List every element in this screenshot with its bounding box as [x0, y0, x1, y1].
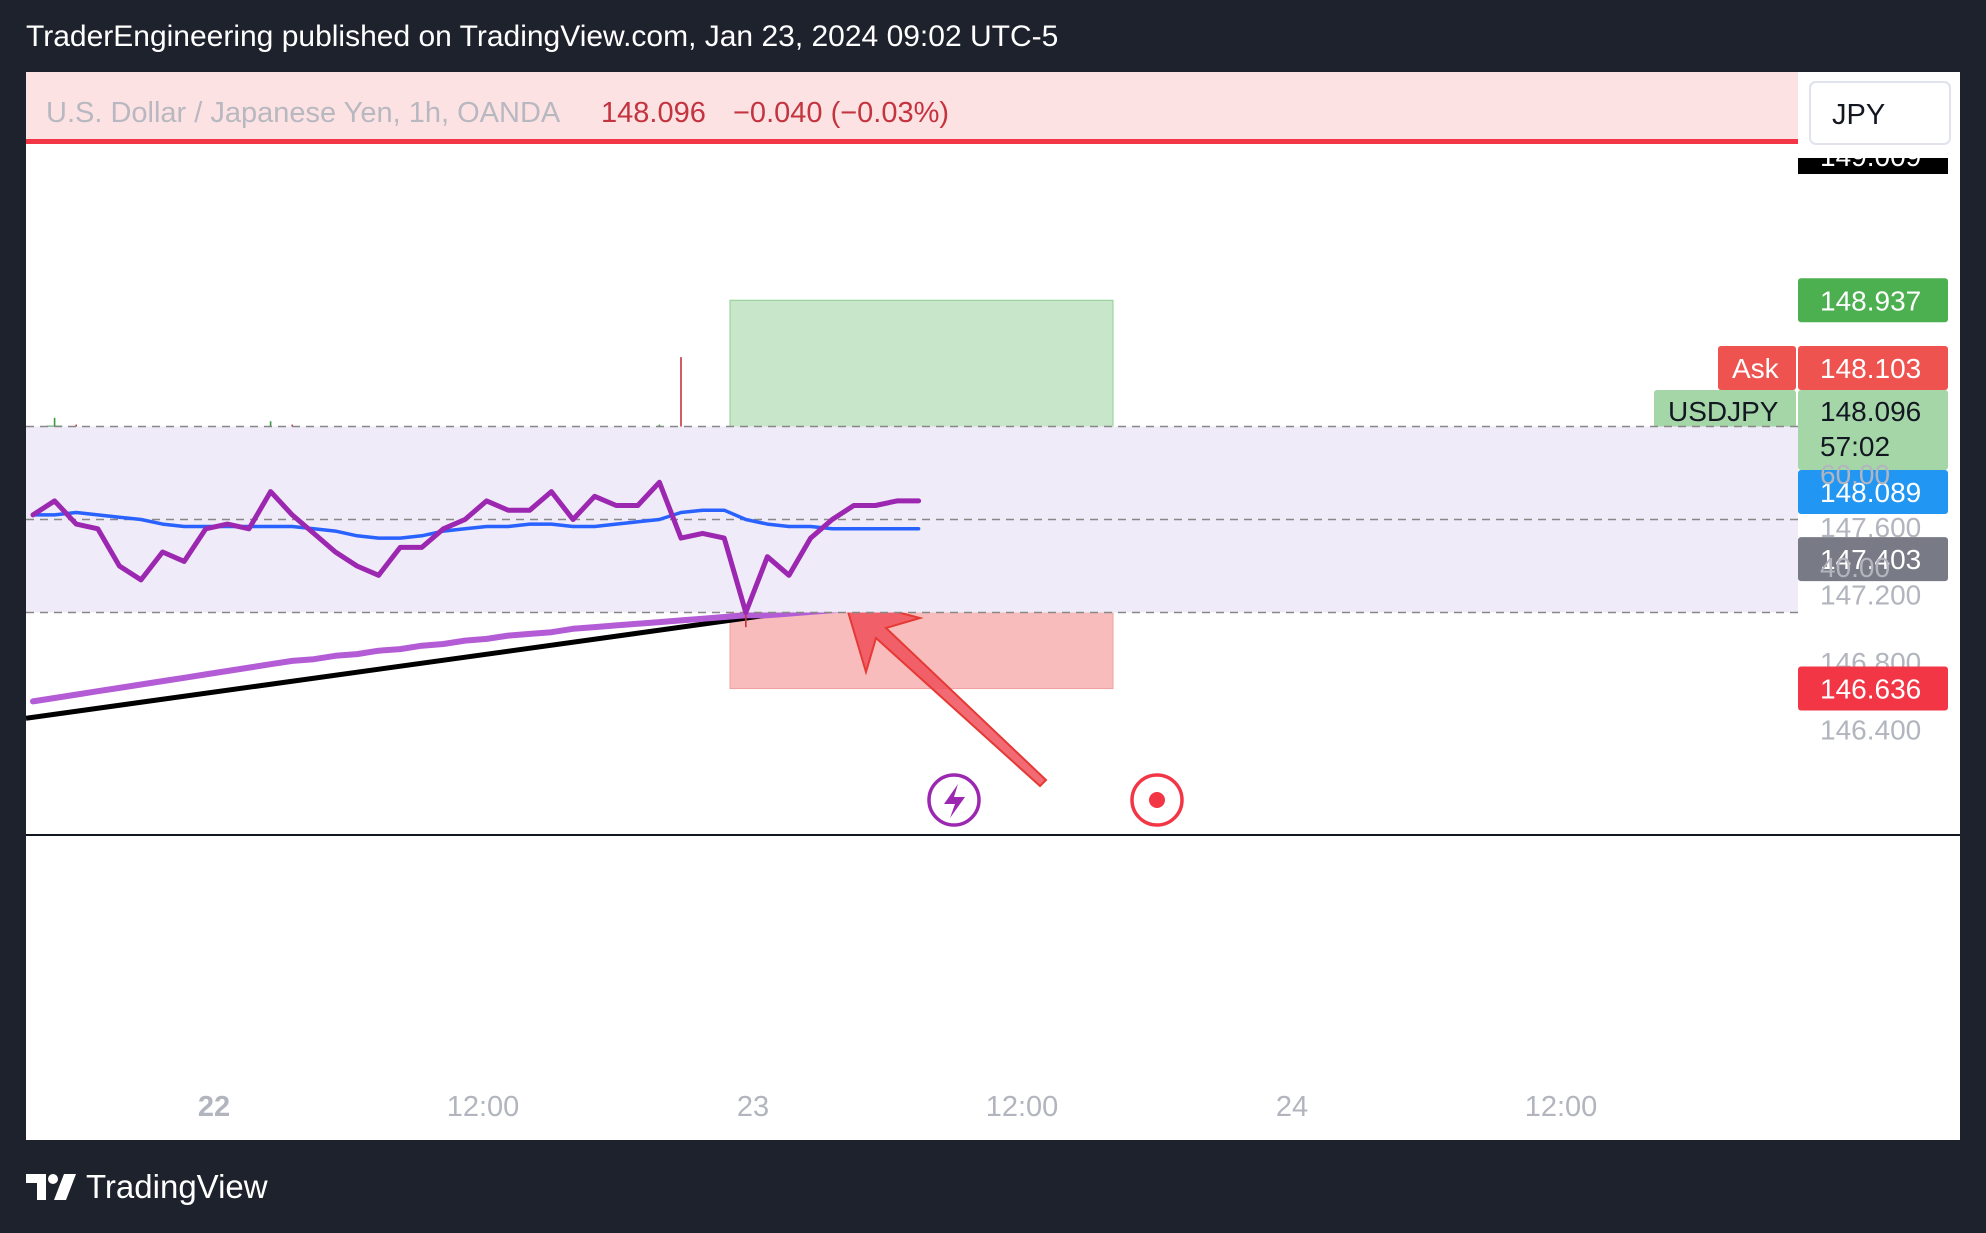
time-tick: 24 — [1276, 1091, 1308, 1123]
target-price-label: 148.937 — [1820, 285, 1921, 316]
time-tick: 12:00 — [986, 1091, 1059, 1123]
tradingview-logo[interactable]: TradingView — [26, 1168, 268, 1206]
legend-change: −0.040 (−0.03%) — [733, 97, 949, 129]
stop-price-label: 146.636 — [1820, 674, 1921, 705]
rsi-ma-line — [31, 508, 921, 540]
publication-header: TraderEngineering published on TradingVi… — [26, 20, 1059, 53]
rsi-tick: 60.00 — [1820, 459, 1890, 490]
currency-button-text: JPY — [1832, 99, 1885, 131]
time-tick: 22 — [198, 1091, 230, 1123]
pane-separator[interactable] — [26, 834, 1960, 836]
bid-price-label-bg — [1798, 470, 1948, 514]
target-price-label-bg — [1798, 278, 1948, 323]
price-tick: 146.400 — [1820, 714, 1921, 745]
rsi-pane: 60.00 40.00 — [26, 425, 1890, 615]
ma-slow-line — [30, 600, 922, 705]
stop-price-label-bg — [1798, 666, 1948, 711]
chart-frame[interactable]: U.S. Dollar / Japanese Yen, 1h, OANDA 14… — [26, 72, 1960, 1140]
price-tick: 147.200 — [1820, 579, 1921, 610]
last-price-bg — [1798, 390, 1948, 470]
bid-price-label: 148.089 — [1820, 477, 1921, 508]
last-price: 148.096 — [1820, 396, 1921, 427]
tradingview-logo-icon — [26, 1174, 76, 1200]
ask-price-label: 148.103 — [1820, 353, 1921, 384]
ask-tag-bg — [1718, 346, 1796, 390]
entry-price-label: 147.403 — [1820, 544, 1921, 575]
ask-tag: Ask — [1732, 353, 1780, 384]
time-axis[interactable]: 22 12:00 23 12:00 24 12:00 — [26, 1091, 1960, 1140]
record-icon-dot — [1149, 792, 1165, 808]
alert-line — [26, 139, 1798, 144]
legend-band — [26, 72, 1798, 141]
record-icon — [1130, 773, 1184, 827]
legend-instrument: U.S. Dollar / Japanese Yen, 1h, OANDA — [46, 97, 561, 129]
time-tick: 12:00 — [1525, 1091, 1598, 1123]
symbol-tag: USDJPY — [1668, 396, 1779, 427]
lightning-icon — [927, 773, 981, 827]
legend-price: 148.096 — [601, 97, 706, 129]
bar-countdown: 57:02 — [1820, 431, 1890, 462]
chart-canvas[interactable]: U.S. Dollar / Japanese Yen, 1h, OANDA 14… — [26, 72, 1960, 1140]
tradingview-brand: TradingView — [86, 1168, 268, 1205]
lightning-icon-bolt — [944, 784, 965, 818]
currency-button-face — [1809, 81, 1951, 145]
symbol-tag-bg — [1654, 390, 1796, 434]
time-tick: 23 — [737, 1091, 769, 1123]
time-axis-bg — [26, 1107, 1960, 1140]
rsi-line — [30, 479, 922, 615]
rsi-tick: 40.00 — [1820, 552, 1890, 583]
ask-price-label-bg — [1798, 346, 1948, 390]
time-tick: 12:00 — [447, 1091, 520, 1123]
arrow-annotation — [842, 596, 1048, 788]
entry-price-label-bg — [1798, 537, 1948, 582]
